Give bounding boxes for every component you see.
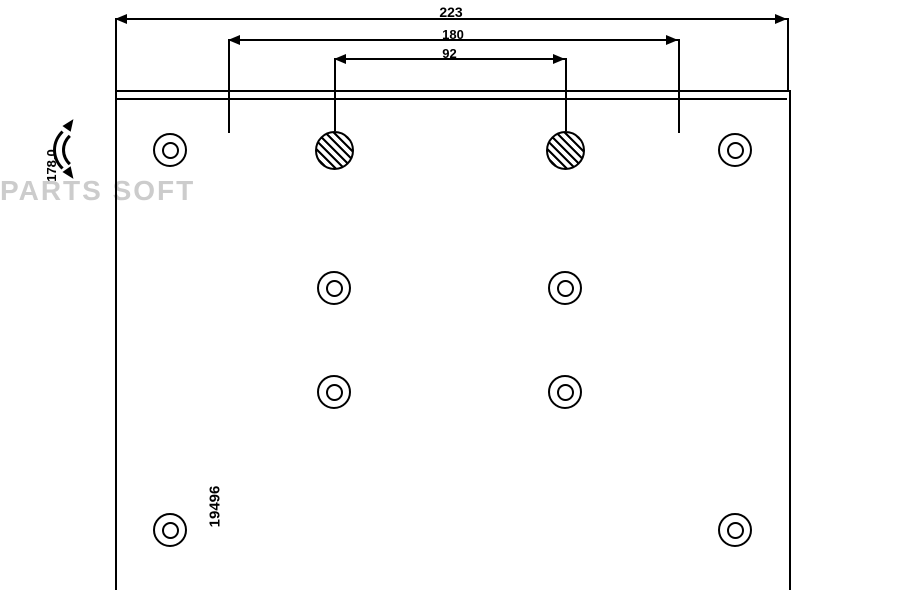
dim-middle-arrow-left — [228, 35, 240, 45]
dim-outer-arrow-right — [775, 14, 787, 24]
hole-r4-left-inner — [162, 522, 179, 539]
side-arc-inner — [62, 128, 110, 172]
dim-inner-ext-left — [334, 58, 336, 131]
hole-r3-right-inner — [557, 384, 574, 401]
hole-r2-right-inner — [557, 280, 574, 297]
dim-inner-arrow-left — [334, 54, 346, 64]
dim-inner-arrow-right — [553, 54, 565, 64]
hatched-r1-right — [546, 131, 585, 170]
hatched-r1-left — [315, 131, 354, 170]
side-dimension-label: 178.0 — [44, 149, 59, 182]
dim-outer-arrow-left — [115, 14, 127, 24]
drawing-canvas: PARTS SOFT 223 180 92 178.0 19496 — [0, 0, 900, 600]
dim-middle-arrow-right — [666, 35, 678, 45]
hole-r3-left-inner — [326, 384, 343, 401]
part-number: 19496 — [206, 486, 223, 528]
hole-r4-right-inner — [727, 522, 744, 539]
dim-middle-ext-left — [228, 39, 230, 133]
dim-middle-label: 180 — [442, 27, 464, 42]
hole-r2-left-inner — [326, 280, 343, 297]
dim-outer-ext-left — [115, 18, 117, 90]
plate-top-inset — [115, 98, 787, 100]
hole-r1-outer-left-inner — [162, 142, 179, 159]
dim-outer-label: 223 — [439, 4, 462, 20]
dim-middle-ext-right — [678, 39, 680, 133]
hole-r1-outer-right-inner — [727, 142, 744, 159]
dim-inner-label: 92 — [442, 46, 456, 61]
dim-inner-ext-right — [565, 58, 567, 131]
dim-outer-ext-right — [787, 18, 789, 90]
